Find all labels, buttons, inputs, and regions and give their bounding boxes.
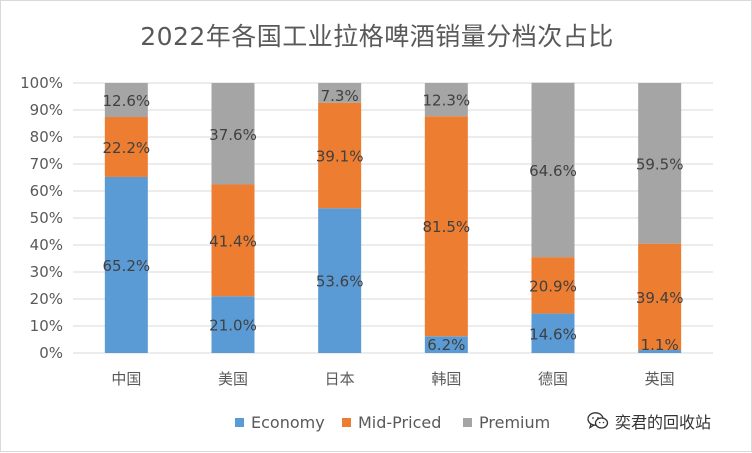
x-category-label: 英国 — [645, 370, 675, 388]
data-label: 22.2% — [103, 139, 151, 157]
bar-segment — [104, 117, 148, 177]
data-label: 64.6% — [529, 162, 577, 180]
y-tick-label: 30% — [30, 263, 63, 281]
bar-segment — [211, 184, 255, 297]
bar-segment — [638, 83, 682, 244]
y-tick-label: 40% — [30, 236, 63, 254]
x-category-label: 德国 — [538, 370, 568, 388]
data-label: 21.0% — [209, 317, 257, 335]
data-label: 37.6% — [209, 126, 257, 144]
bar-segment — [531, 82, 575, 258]
bar-segment — [211, 296, 255, 353]
y-tick-label: 70% — [30, 155, 63, 173]
chart-title: 2022年各国工业拉格啤酒销量分档次占比 — [140, 22, 614, 51]
bar-segment — [424, 336, 468, 353]
y-tick-label: 10% — [30, 317, 63, 335]
data-label: 20.9% — [529, 277, 577, 295]
watermark-text: 奕君的回收站 — [615, 413, 712, 432]
bar-segment — [424, 116, 468, 337]
data-label: 81.5% — [423, 218, 471, 236]
legend-label: Premium — [479, 412, 551, 432]
legend-swatch — [342, 417, 351, 427]
legend-swatch — [463, 417, 472, 427]
data-label: 65.2% — [103, 257, 151, 275]
data-label: 12.6% — [103, 92, 151, 110]
watermark: 奕君的回收站 — [587, 408, 711, 434]
legend-label: Mid-Priced — [358, 412, 442, 432]
data-label: 59.5% — [636, 155, 684, 173]
bar-segment — [211, 83, 255, 185]
x-category-label: 日本 — [325, 370, 355, 388]
data-label: 1.1% — [641, 336, 679, 354]
x-category-label: 中国 — [111, 370, 141, 388]
data-label: 12.3% — [423, 92, 471, 110]
legend-item: Economy — [235, 411, 325, 433]
data-label: 53.6% — [316, 273, 364, 291]
bar-segment — [638, 243, 682, 351]
legend: Economy Mid-Priced Premium — [1, 411, 752, 433]
data-label: 41.4% — [209, 232, 257, 250]
bar-segment — [638, 350, 682, 353]
bar-segment — [424, 83, 468, 117]
wechat-icon — [587, 412, 609, 429]
legend-swatch — [235, 417, 244, 427]
data-label: 6.2% — [427, 336, 465, 354]
bar-segment — [318, 102, 362, 209]
y-tick-label: 50% — [30, 209, 63, 227]
data-label: 7.3% — [321, 87, 359, 105]
bar-segment — [318, 208, 362, 353]
y-tick-label: 80% — [30, 128, 63, 146]
data-label: 14.6% — [529, 325, 577, 343]
bar-segment — [104, 83, 148, 118]
x-category-label: 美国 — [218, 370, 248, 388]
y-tick-label: 20% — [30, 290, 63, 308]
bar-segment — [318, 83, 362, 103]
legend-item: Premium — [463, 411, 550, 433]
bar-segment — [104, 176, 148, 353]
data-label: 39.4% — [636, 289, 684, 307]
bar-segment — [531, 313, 575, 353]
legend-item: Mid-Priced — [342, 411, 441, 433]
y-tick-label: 100% — [20, 74, 63, 92]
y-tick-label: 0% — [39, 344, 63, 362]
bar-segment — [531, 257, 575, 314]
data-label: 39.1% — [316, 147, 364, 165]
y-tick-label: 60% — [30, 182, 63, 200]
legend-label: Economy — [251, 412, 325, 432]
y-tick-label: 90% — [30, 101, 63, 119]
x-category-label: 韩国 — [431, 370, 461, 388]
